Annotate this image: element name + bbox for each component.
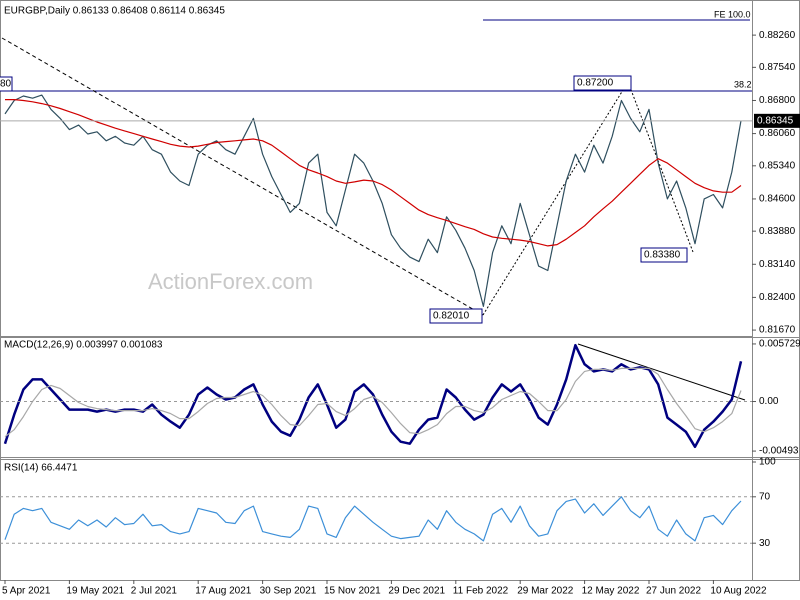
annotation: FE 100.0 xyxy=(714,9,751,19)
series-line xyxy=(4,496,742,542)
trend-line xyxy=(1,37,484,316)
chart-title: RSI(14) 66.4471 xyxy=(4,463,78,474)
y-tick-label: 0.82400 xyxy=(759,292,796,303)
x-tick-label: 10 Aug 2022 xyxy=(710,586,767,597)
wave-line xyxy=(482,81,629,316)
wave-line xyxy=(627,81,694,253)
annotation: 0.83380 xyxy=(644,250,681,261)
y-tick-label: 0.84600 xyxy=(759,194,796,205)
annotation: 80 xyxy=(0,79,12,90)
label-box xyxy=(429,308,483,324)
last-price-box xyxy=(754,113,800,128)
x-tick-label: 2 Jul 2021 xyxy=(131,586,178,597)
y-tick-label: -0.00493 xyxy=(759,446,799,457)
label-box xyxy=(0,76,13,92)
x-tick-label: 29 Mar 2022 xyxy=(517,586,574,597)
series-line xyxy=(5,99,742,247)
y-tick-label: 0.85340 xyxy=(759,160,796,171)
chart-title: MACD(12,26,9) 0.003997 0.001083 xyxy=(4,340,163,351)
annotations: 0.87200 0.82010 0.83380 80 38.2 FE 100.0 xyxy=(0,9,752,542)
y-tick-label: 100 xyxy=(759,457,776,468)
x-tick-label: 5 Apr 2021 xyxy=(2,586,51,597)
x-tick-label: 29 Dec 2021 xyxy=(388,586,445,597)
y-tick-label: 0.86800 xyxy=(759,95,796,106)
x-tick-label: 12 May 2022 xyxy=(582,586,640,597)
chart-title: EURGBP,Daily 0.86133 0.86408 0.86114 0.8… xyxy=(4,6,225,17)
y-tick-label: 0.86060 xyxy=(759,128,796,139)
series-line xyxy=(3,343,743,449)
y-tick-label: 0.88260 xyxy=(759,30,796,41)
x-tick-label: 19 May 2021 xyxy=(66,586,124,597)
annotation: 0.82010 xyxy=(433,311,470,322)
y-tick-label: 0.005729 xyxy=(759,339,800,350)
x-tick-label: 27 Jun 2022 xyxy=(646,586,701,597)
last-price-label: 0.86345 xyxy=(757,115,794,126)
label-box xyxy=(640,247,688,263)
y-tick-label: 0.87540 xyxy=(759,62,796,73)
macd-trend-line xyxy=(577,343,746,401)
y-tick-label: 0.83880 xyxy=(759,226,796,237)
y-tick-label: 0.00 xyxy=(759,396,779,407)
y-tick-label: 70 xyxy=(759,491,771,502)
x-tick-label: 17 Aug 2021 xyxy=(195,586,252,597)
y-tick-label: 30 xyxy=(759,538,771,549)
label-box xyxy=(573,75,632,91)
watermark: ActionForex.com xyxy=(148,269,313,294)
x-tick-label: 30 Sep 2021 xyxy=(260,586,317,597)
x-tick-label: 15 Nov 2021 xyxy=(324,586,381,597)
annotation: 38.2 xyxy=(734,79,752,89)
y-tick-label: 0.83140 xyxy=(759,259,796,270)
annotation: 0.87200 xyxy=(577,78,614,89)
y-tick-label: 0.81670 xyxy=(759,325,796,336)
x-tick-label: 11 Feb 2022 xyxy=(453,586,509,597)
series-line xyxy=(4,94,742,307)
frame xyxy=(0,0,800,581)
series-line xyxy=(4,367,742,438)
